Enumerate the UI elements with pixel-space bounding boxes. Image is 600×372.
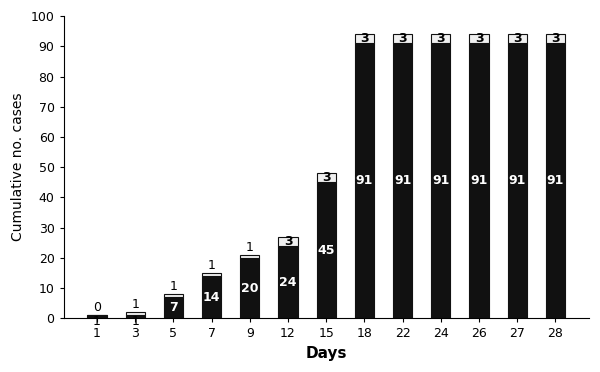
Text: 20: 20 (241, 282, 259, 295)
Text: 24: 24 (279, 276, 297, 289)
Text: 1: 1 (131, 315, 139, 328)
Bar (393, 43, 412, 318)
X-axis label: Days: Days (305, 346, 347, 361)
Bar (240, 258, 259, 318)
Text: 1: 1 (131, 298, 139, 311)
Bar (88, 315, 107, 318)
Text: 91: 91 (547, 174, 564, 187)
Text: 3: 3 (475, 32, 484, 45)
Text: 3: 3 (551, 32, 560, 45)
Text: 14: 14 (203, 291, 220, 304)
Text: 91: 91 (394, 174, 412, 187)
Bar (202, 276, 221, 318)
Text: 91: 91 (509, 174, 526, 187)
Bar (508, 34, 527, 43)
Bar (355, 43, 374, 318)
Bar (546, 34, 565, 43)
Text: 91: 91 (356, 174, 373, 187)
Bar (164, 297, 183, 318)
Text: 45: 45 (317, 244, 335, 257)
Bar (125, 315, 145, 318)
Text: 1: 1 (246, 241, 254, 254)
Bar (508, 43, 527, 318)
Bar (469, 34, 488, 43)
Bar (240, 255, 259, 258)
Text: 3: 3 (322, 171, 331, 184)
Text: 3: 3 (513, 32, 521, 45)
Text: 1: 1 (169, 280, 178, 293)
Bar (317, 182, 336, 318)
Text: 1: 1 (208, 259, 215, 272)
Text: 3: 3 (284, 235, 292, 248)
Bar (202, 273, 221, 276)
Bar (278, 237, 298, 246)
Bar (278, 246, 298, 318)
Text: 91: 91 (432, 174, 449, 187)
Text: 0: 0 (93, 301, 101, 314)
Bar (164, 294, 183, 297)
Text: 1: 1 (93, 315, 101, 328)
Bar (469, 43, 488, 318)
Text: 3: 3 (398, 32, 407, 45)
Bar (393, 34, 412, 43)
Text: 91: 91 (470, 174, 488, 187)
Bar (355, 34, 374, 43)
Y-axis label: Cumulative no. cases: Cumulative no. cases (11, 93, 25, 241)
Text: 3: 3 (360, 32, 369, 45)
Bar (431, 34, 451, 43)
Bar (546, 43, 565, 318)
Bar (431, 43, 451, 318)
Bar (125, 312, 145, 315)
Bar (317, 173, 336, 182)
Text: 7: 7 (169, 301, 178, 314)
Text: 3: 3 (437, 32, 445, 45)
